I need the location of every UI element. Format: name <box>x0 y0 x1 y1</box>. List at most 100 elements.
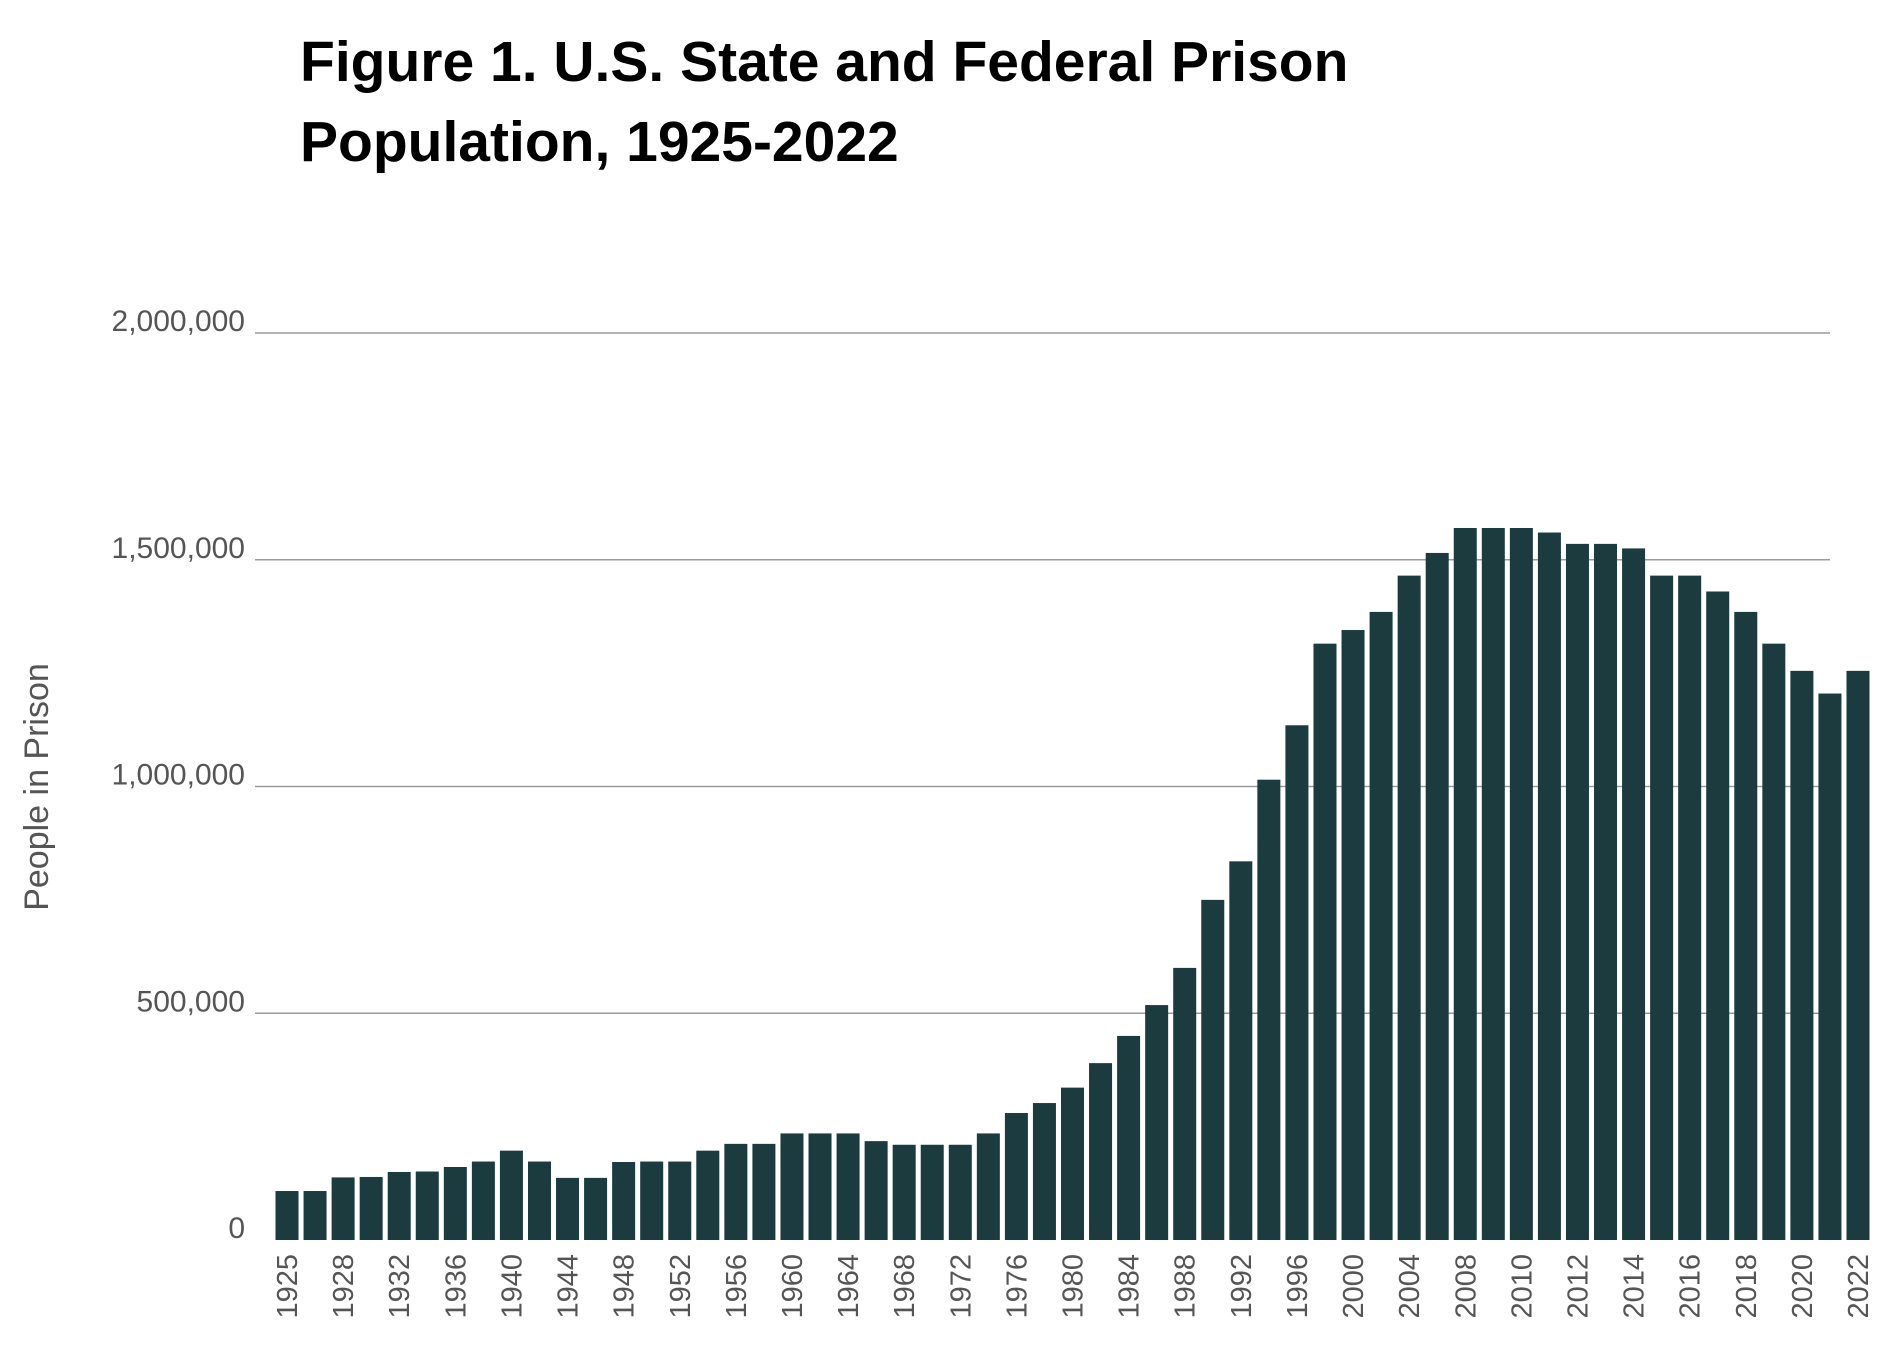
bar-1938 <box>471 1161 495 1240</box>
bar-2004 <box>1397 575 1421 1240</box>
bar-1946 <box>584 1177 608 1240</box>
bar-1984 <box>1117 1035 1141 1240</box>
bar-1942 <box>527 1161 551 1240</box>
bar-1974 <box>976 1133 1000 1240</box>
x-tick-label: 1940 <box>496 1254 528 1319</box>
x-tick-label: 1944 <box>553 1254 585 1319</box>
y-tick-label: 2,000,000 <box>112 305 245 338</box>
bar-1934 <box>415 1171 439 1240</box>
bar-2018 <box>1734 611 1758 1240</box>
bar-1932 <box>387 1171 411 1240</box>
bar-1994 <box>1257 779 1281 1240</box>
bar-1956 <box>724 1143 748 1240</box>
y-tick-label: 1,000,000 <box>112 759 245 792</box>
bar-2022 <box>1846 670 1870 1240</box>
bar-1986 <box>1145 1005 1169 1240</box>
bar-1978 <box>1032 1103 1056 1240</box>
x-tick-label: 2016 <box>1675 1254 1707 1319</box>
x-tick-label: 2004 <box>1394 1254 1426 1319</box>
bar-2009 <box>1481 528 1505 1240</box>
bar-2012 <box>1565 543 1589 1240</box>
bar-1960 <box>780 1133 804 1240</box>
chart-title-line-2: Population, 1925-2022 <box>300 110 899 174</box>
x-tick-label: 1956 <box>721 1254 753 1319</box>
bar-1976 <box>1004 1113 1028 1240</box>
bar-1954 <box>696 1150 720 1240</box>
bar-1926 <box>303 1191 327 1240</box>
x-tick-label: 1925 <box>272 1254 304 1319</box>
bar-1962 <box>808 1133 832 1240</box>
x-axis-ticks: 1925 1928 1932 1936 1940 1944 1948 1952 1956 1960… <box>272 1254 1875 1319</box>
y-tick-label: 1,500,000 <box>112 532 245 565</box>
bar-1968 <box>892 1144 916 1240</box>
bar-1988 <box>1173 967 1197 1240</box>
bar-1966 <box>864 1141 888 1240</box>
bar-1936 <box>443 1166 467 1240</box>
bar-1992 <box>1229 861 1253 1240</box>
bar-1958 <box>752 1143 776 1240</box>
x-tick-label: 1964 <box>833 1254 865 1319</box>
x-tick-label: 2000 <box>1338 1254 1370 1319</box>
y-tick-label: 500,000 <box>137 985 245 1018</box>
x-tick-label: 1980 <box>1058 1254 1090 1319</box>
bar-2013 <box>1594 543 1618 1240</box>
x-tick-label: 1968 <box>889 1254 921 1319</box>
bar-1930 <box>359 1176 383 1240</box>
x-tick-label: 1928 <box>328 1254 360 1319</box>
x-tick-label: 1952 <box>665 1254 697 1319</box>
y-axis-ticks: 0 500,000 1,000,000 1,500,000 2,000,000 <box>112 305 245 1245</box>
x-tick-label: 1984 <box>1114 1254 1146 1319</box>
bar-1925 <box>275 1191 299 1240</box>
y-tick-label: 0 <box>228 1212 245 1245</box>
x-tick-label: 2012 <box>1562 1254 1594 1319</box>
bar-1972 <box>948 1144 972 1240</box>
x-tick-label: 1996 <box>1282 1254 1314 1319</box>
bar-2008 <box>1453 528 1477 1240</box>
x-tick-label: 1948 <box>609 1254 641 1319</box>
y-axis-label: People in Prison <box>18 663 56 911</box>
x-tick-label: 1972 <box>945 1254 977 1319</box>
bar-2019 <box>1762 643 1786 1240</box>
chart-title-line-1: Figure 1. U.S. State and Federal Prison <box>300 30 1349 94</box>
bar-1948 <box>612 1161 636 1240</box>
bar-1952 <box>668 1161 692 1240</box>
bar-1970 <box>920 1144 944 1240</box>
bar-1940 <box>499 1150 523 1240</box>
x-tick-label: 2010 <box>1506 1254 1538 1319</box>
x-tick-label: 2020 <box>1787 1254 1819 1319</box>
x-tick-label: 1960 <box>777 1254 809 1319</box>
bar-2020 <box>1790 670 1814 1240</box>
x-tick-label: 2014 <box>1619 1254 1651 1319</box>
bar-2011 <box>1537 532 1561 1240</box>
bar-2015 <box>1650 575 1674 1240</box>
x-tick-label: 1992 <box>1226 1254 1258 1319</box>
gridlines <box>255 332 1830 1014</box>
bar-1998 <box>1313 643 1337 1240</box>
bar-2021 <box>1818 693 1842 1240</box>
bar-1950 <box>640 1161 664 1240</box>
chart-title: Figure 1. U.S. State and Federal Prison … <box>300 22 1600 182</box>
x-tick-label: 1936 <box>440 1254 472 1319</box>
bar-1980 <box>1060 1087 1085 1240</box>
bar-1928 <box>331 1177 355 1240</box>
bar-2016 <box>1678 575 1702 1240</box>
x-tick-label: 2022 <box>1843 1254 1875 1319</box>
x-tick-label: 2018 <box>1731 1254 1763 1319</box>
bar-1982 <box>1089 1063 1113 1240</box>
x-tick-label: 2008 <box>1450 1254 1482 1319</box>
bar-1990 <box>1201 899 1225 1240</box>
x-tick-label: 1932 <box>384 1254 416 1319</box>
bar-2017 <box>1706 591 1730 1240</box>
bars <box>275 528 1870 1240</box>
x-tick-label: 1976 <box>1001 1254 1033 1319</box>
bar-2006 <box>1425 552 1449 1240</box>
bar-2014 <box>1622 548 1646 1240</box>
bar-1996 <box>1285 725 1309 1240</box>
bar-2002 <box>1369 611 1393 1240</box>
x-tick-label: 1988 <box>1170 1254 1202 1319</box>
bar-2010 <box>1509 528 1533 1240</box>
bar-1964 <box>836 1133 860 1240</box>
bar-1944 <box>556 1177 580 1240</box>
bar-2000 <box>1341 630 1365 1240</box>
